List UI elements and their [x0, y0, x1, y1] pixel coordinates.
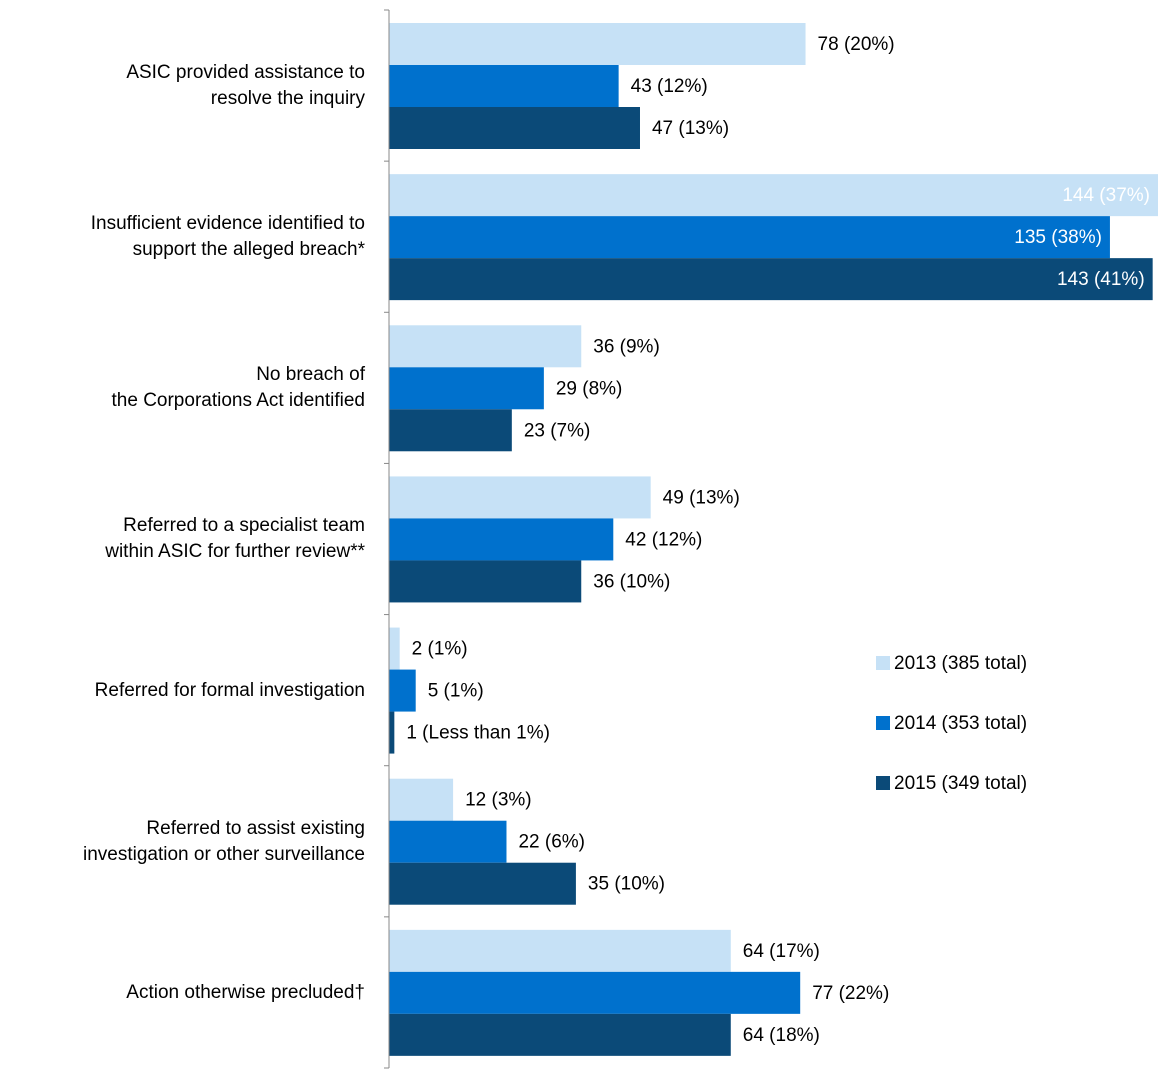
value-label: 35 (10%): [588, 874, 665, 895]
category-label: No breach of the Corporations Act identi…: [111, 364, 366, 412]
value-label: 77 (22%): [812, 983, 889, 1004]
bar: [389, 476, 651, 519]
value-label: 36 (10%): [593, 571, 670, 592]
value-label: 36 (9%): [593, 336, 660, 357]
bar: [389, 325, 582, 368]
bar: [389, 971, 801, 1014]
bar: [389, 862, 576, 905]
bar: [389, 409, 512, 452]
bar: [389, 23, 806, 65]
value-label: 144 (37%): [1062, 185, 1150, 206]
value-label: 29 (8%): [556, 378, 623, 399]
legend-swatch: [876, 716, 890, 730]
bar: [389, 560, 582, 603]
value-label: 5 (1%): [428, 681, 484, 702]
value-label: 143 (41%): [1057, 269, 1145, 290]
value-label: 2 (1%): [412, 639, 468, 660]
bar: [389, 929, 731, 972]
value-label: 135 (38%): [1014, 227, 1102, 248]
legend-swatch: [876, 776, 890, 790]
bar: [389, 711, 395, 754]
category-label: Insufficient evidence identified to supp…: [90, 213, 365, 261]
category-label: Referred to a specialist team within ASI…: [105, 515, 365, 563]
category-label: Referred for formal investigation: [94, 679, 365, 701]
value-label: 42 (12%): [625, 529, 702, 550]
category-label: ASIC provided assistance to resolve the …: [126, 62, 365, 109]
bar: [389, 518, 614, 561]
category-label: Action otherwise precluded†: [126, 981, 365, 1003]
value-label: 1 (Less than 1%): [406, 723, 550, 744]
legend-label: 2015 (349 total): [894, 773, 1027, 794]
bar: [389, 627, 400, 670]
value-label: 43 (12%): [631, 76, 708, 97]
bar: [389, 669, 416, 712]
value-label: 78 (20%): [818, 34, 895, 55]
legend-label: 2014 (353 total): [894, 713, 1027, 734]
bar: [389, 216, 1110, 259]
bar: [389, 107, 640, 149]
legend-swatch: [876, 656, 890, 670]
value-label: 49 (13%): [663, 487, 740, 508]
value-label: 12 (3%): [465, 790, 532, 811]
category-label: Referred to assist existing investigatio…: [83, 817, 365, 865]
bar: [389, 1013, 731, 1056]
value-label: 47 (13%): [652, 118, 729, 139]
value-label: 23 (7%): [524, 420, 591, 441]
bar: [389, 174, 1158, 217]
value-label: 64 (18%): [743, 1025, 820, 1046]
value-label: 64 (17%): [743, 941, 820, 962]
bar: [389, 778, 454, 821]
value-label: 22 (6%): [518, 832, 585, 853]
bar: [389, 820, 507, 863]
legend-label: 2013 (385 total): [894, 653, 1027, 674]
bar: [389, 65, 619, 107]
bar: [389, 367, 544, 410]
bar: [389, 258, 1153, 301]
